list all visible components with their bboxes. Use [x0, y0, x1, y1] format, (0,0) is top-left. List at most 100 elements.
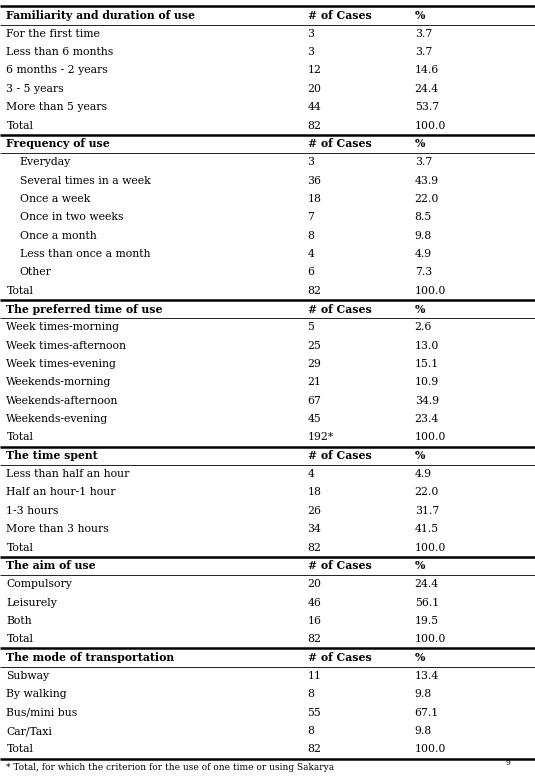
- Text: Car/Taxi: Car/Taxi: [6, 726, 52, 736]
- Text: 55: 55: [308, 708, 322, 718]
- Text: 8: 8: [308, 726, 315, 736]
- Text: 31.7: 31.7: [415, 506, 439, 516]
- Text: 6 months - 2 years: 6 months - 2 years: [6, 66, 108, 76]
- Text: Total: Total: [6, 744, 33, 755]
- Text: More than 5 years: More than 5 years: [6, 102, 108, 112]
- Text: 7.3: 7.3: [415, 267, 432, 278]
- Text: # of Cases: # of Cases: [308, 652, 371, 663]
- Text: Less than once a month: Less than once a month: [20, 249, 150, 259]
- Text: 100.0: 100.0: [415, 744, 446, 755]
- Text: 100.0: 100.0: [415, 634, 446, 644]
- Text: Once a month: Once a month: [20, 231, 96, 241]
- Text: 9.8: 9.8: [415, 689, 432, 699]
- Text: 6: 6: [308, 267, 315, 278]
- Text: Weekends-afternoon: Weekends-afternoon: [6, 396, 119, 406]
- Text: Weekends-morning: Weekends-morning: [6, 378, 112, 387]
- Text: The time spent: The time spent: [6, 450, 98, 461]
- Text: 18: 18: [308, 194, 322, 204]
- Text: 67: 67: [308, 396, 322, 406]
- Text: %: %: [415, 450, 425, 461]
- Text: 2.6: 2.6: [415, 322, 432, 332]
- Text: Total: Total: [6, 120, 33, 131]
- Text: 43.9: 43.9: [415, 176, 439, 185]
- Text: Week times-morning: Week times-morning: [6, 322, 119, 332]
- Text: Subway: Subway: [6, 671, 50, 681]
- Text: More than 3 hours: More than 3 hours: [6, 524, 109, 534]
- Text: 15.1: 15.1: [415, 359, 439, 369]
- Text: 3: 3: [308, 47, 315, 57]
- Text: 8.5: 8.5: [415, 212, 432, 222]
- Text: 16: 16: [308, 616, 322, 626]
- Text: 13.4: 13.4: [415, 671, 439, 681]
- Text: 36: 36: [308, 176, 322, 185]
- Text: Once a week: Once a week: [20, 194, 90, 204]
- Text: Several times in a week: Several times in a week: [20, 176, 150, 185]
- Text: %: %: [415, 10, 425, 21]
- Text: 3.7: 3.7: [415, 47, 432, 57]
- Text: 22.0: 22.0: [415, 194, 439, 204]
- Text: 56.1: 56.1: [415, 597, 439, 608]
- Text: 24.4: 24.4: [415, 84, 439, 94]
- Text: 46: 46: [308, 597, 322, 608]
- Text: # of Cases: # of Cases: [308, 450, 371, 461]
- Text: # of Cases: # of Cases: [308, 138, 371, 149]
- Text: 3: 3: [308, 29, 315, 39]
- Text: Other: Other: [20, 267, 52, 278]
- Text: 26: 26: [308, 506, 322, 516]
- Text: 34: 34: [308, 524, 322, 534]
- Text: 82: 82: [308, 543, 322, 553]
- Text: 4.9: 4.9: [415, 249, 432, 259]
- Text: Once in two weeks: Once in two weeks: [20, 212, 123, 222]
- Text: 22.0: 22.0: [415, 487, 439, 497]
- Text: 100.0: 100.0: [415, 432, 446, 443]
- Text: 3: 3: [308, 157, 315, 167]
- Text: 21: 21: [308, 378, 322, 387]
- Text: Both: Both: [6, 616, 32, 626]
- Text: The mode of transportation: The mode of transportation: [6, 652, 174, 663]
- Text: 44: 44: [308, 102, 322, 112]
- Text: %: %: [415, 303, 425, 314]
- Text: %: %: [415, 652, 425, 663]
- Text: 45: 45: [308, 414, 322, 424]
- Text: Total: Total: [6, 543, 33, 553]
- Text: Total: Total: [6, 432, 33, 443]
- Text: 8: 8: [308, 231, 315, 241]
- Text: 100.0: 100.0: [415, 120, 446, 131]
- Text: 5: 5: [308, 322, 315, 332]
- Text: 3.7: 3.7: [415, 29, 432, 39]
- Text: 34.9: 34.9: [415, 396, 439, 406]
- Text: 4: 4: [308, 249, 315, 259]
- Text: 82: 82: [308, 285, 322, 296]
- Text: 29: 29: [308, 359, 322, 369]
- Text: 1-3 hours: 1-3 hours: [6, 506, 59, 516]
- Text: 12: 12: [308, 66, 322, 76]
- Text: Frequency of use: Frequency of use: [6, 138, 110, 149]
- Text: Week times-afternoon: Week times-afternoon: [6, 341, 126, 350]
- Text: The aim of use: The aim of use: [6, 561, 96, 572]
- Text: Less than 6 months: Less than 6 months: [6, 47, 113, 57]
- Text: # of Cases: # of Cases: [308, 561, 371, 572]
- Text: Less than half an hour: Less than half an hour: [6, 469, 130, 479]
- Text: Familiarity and duration of use: Familiarity and duration of use: [6, 10, 195, 21]
- Text: * Total, for which the criterion for the use of one time or using Sakarya: * Total, for which the criterion for the…: [6, 762, 334, 772]
- Text: 20: 20: [308, 579, 322, 589]
- Text: Half an hour-1 hour: Half an hour-1 hour: [6, 487, 116, 497]
- Text: Bus/mini bus: Bus/mini bus: [6, 708, 78, 718]
- Text: 82: 82: [308, 744, 322, 755]
- Text: By walking: By walking: [6, 689, 67, 699]
- Text: 18: 18: [308, 487, 322, 497]
- Text: 192*: 192*: [308, 432, 334, 443]
- Text: 100.0: 100.0: [415, 543, 446, 553]
- Text: # of Cases: # of Cases: [308, 303, 371, 314]
- Text: 19.5: 19.5: [415, 616, 439, 626]
- Text: Everyday: Everyday: [20, 157, 71, 167]
- Text: 82: 82: [308, 120, 322, 131]
- Text: For the first time: For the first time: [6, 29, 100, 39]
- Text: 7: 7: [308, 212, 315, 222]
- Text: 82: 82: [308, 634, 322, 644]
- Text: 10.9: 10.9: [415, 378, 439, 387]
- Text: 9.8: 9.8: [415, 231, 432, 241]
- Text: 100.0: 100.0: [415, 285, 446, 296]
- Text: Compulsory: Compulsory: [6, 579, 72, 589]
- Text: Weekends-evening: Weekends-evening: [6, 414, 109, 424]
